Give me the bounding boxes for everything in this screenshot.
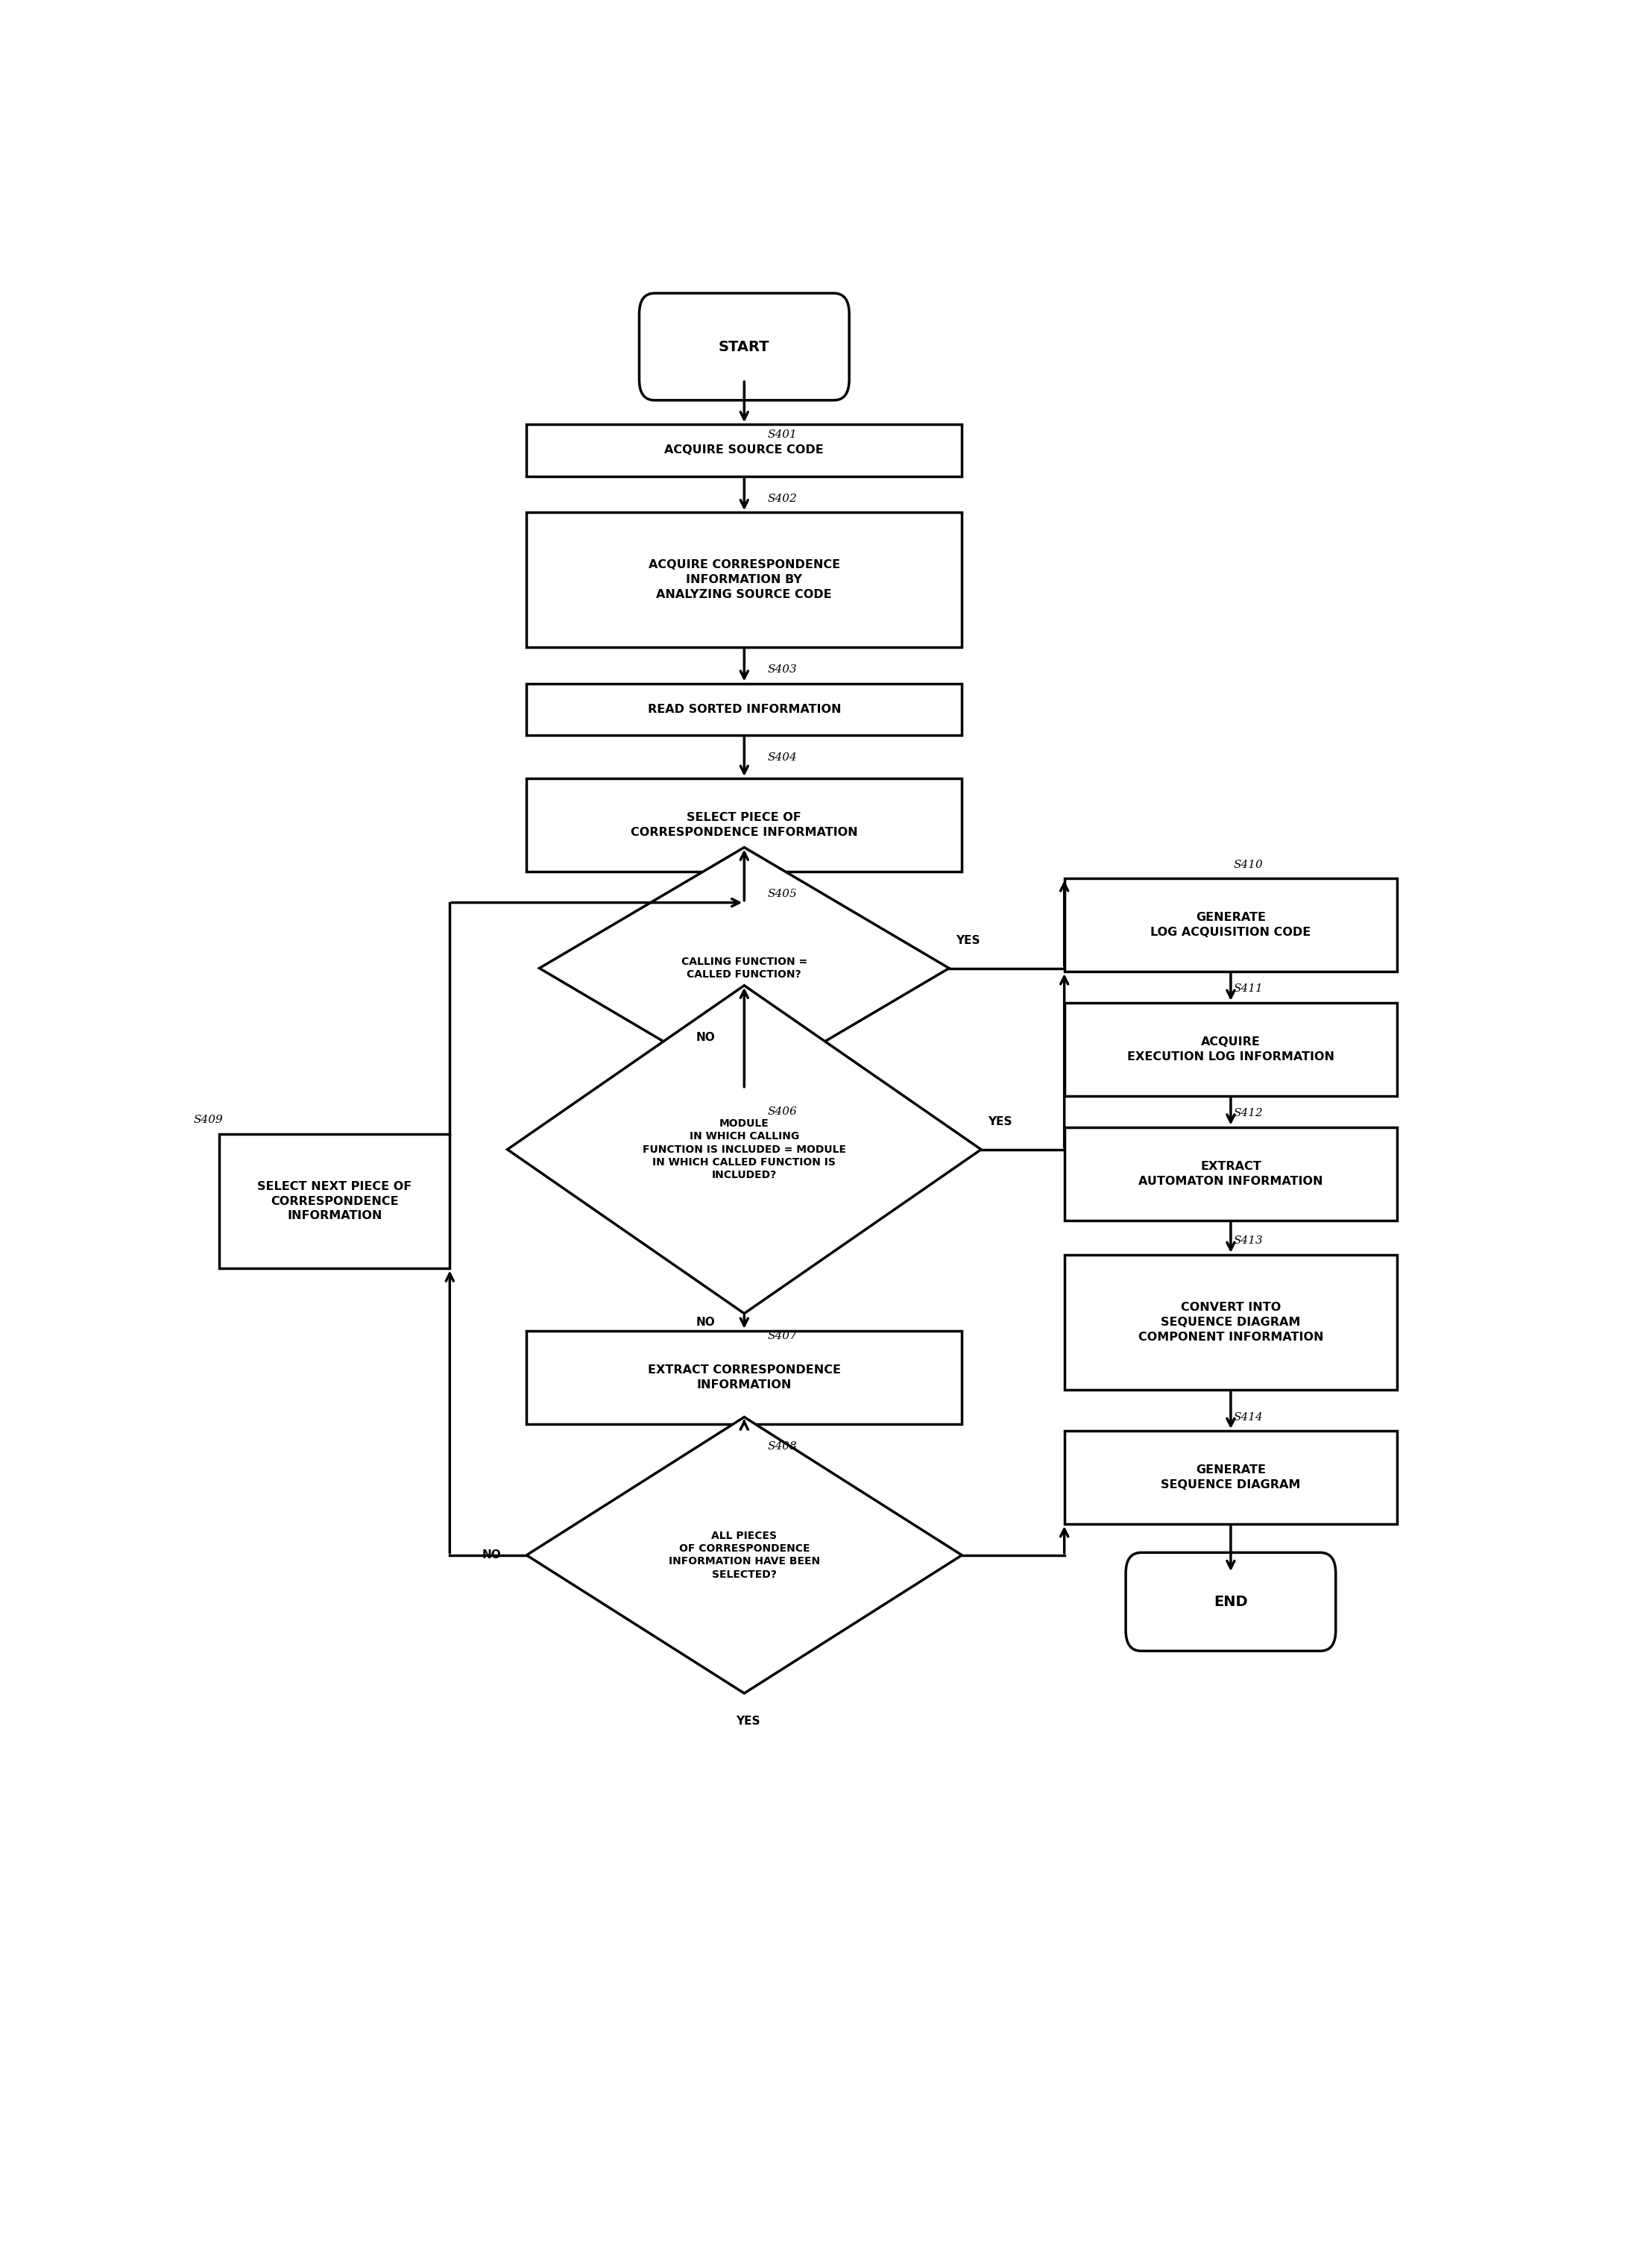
FancyBboxPatch shape [527, 684, 961, 735]
Text: S403: S403 [767, 664, 796, 675]
Text: CONVERT INTO
SEQUENCE DIAGRAM
COMPONENT INFORMATION: CONVERT INTO SEQUENCE DIAGRAM COMPONENT … [1138, 1303, 1323, 1343]
Text: END: END [1214, 1594, 1247, 1610]
Text: GENERATE
SEQUENCE DIAGRAM: GENERATE SEQUENCE DIAGRAM [1161, 1464, 1300, 1491]
Polygon shape [507, 986, 981, 1314]
Text: S402: S402 [767, 493, 796, 504]
Text: READ SORTED INFORMATION: READ SORTED INFORMATION [648, 704, 841, 715]
Text: YES: YES [955, 935, 980, 946]
Text: S407: S407 [767, 1332, 796, 1341]
Text: S414: S414 [1234, 1412, 1262, 1421]
Text: SELECT PIECE OF
CORRESPONDENCE INFORMATION: SELECT PIECE OF CORRESPONDENCE INFORMATI… [631, 812, 857, 839]
FancyBboxPatch shape [1064, 1128, 1398, 1220]
Text: ACQUIRE CORRESPONDENCE
INFORMATION BY
ANALYZING SOURCE CODE: ACQUIRE CORRESPONDENCE INFORMATION BY AN… [648, 560, 841, 601]
Text: YES: YES [735, 1715, 760, 1726]
Text: ALL PIECES
OF CORRESPONDENCE
INFORMATION HAVE BEEN
SELECTED?: ALL PIECES OF CORRESPONDENCE INFORMATION… [669, 1531, 819, 1581]
FancyBboxPatch shape [527, 424, 961, 475]
FancyBboxPatch shape [639, 294, 849, 401]
Text: S406: S406 [767, 1105, 796, 1117]
FancyBboxPatch shape [527, 1332, 961, 1424]
Text: GENERATE
LOG ACQUISITION CODE: GENERATE LOG ACQUISITION CODE [1150, 912, 1312, 937]
Text: NO: NO [695, 1316, 715, 1327]
Text: MODULE
IN WHICH CALLING
FUNCTION IS INCLUDED = MODULE
IN WHICH CALLED FUNCTION I: MODULE IN WHICH CALLING FUNCTION IS INCL… [643, 1119, 846, 1182]
Text: S401: S401 [767, 430, 796, 439]
FancyBboxPatch shape [527, 513, 961, 648]
FancyBboxPatch shape [1064, 1430, 1398, 1525]
FancyBboxPatch shape [1125, 1551, 1336, 1650]
Text: NO: NO [482, 1549, 501, 1560]
Text: NO: NO [695, 1031, 715, 1043]
Text: S412: S412 [1234, 1108, 1262, 1119]
Text: CALLING FUNCTION =
CALLED FUNCTION?: CALLING FUNCTION = CALLED FUNCTION? [681, 957, 808, 980]
Text: S409: S409 [193, 1114, 223, 1125]
Text: EXTRACT
AUTOMATON INFORMATION: EXTRACT AUTOMATON INFORMATION [1138, 1161, 1323, 1186]
Text: S410: S410 [1234, 859, 1262, 870]
Text: S405: S405 [767, 888, 796, 899]
FancyBboxPatch shape [220, 1134, 449, 1269]
Text: S411: S411 [1234, 984, 1262, 993]
Polygon shape [527, 1417, 961, 1693]
Text: START: START [719, 339, 770, 354]
Text: YES: YES [988, 1117, 1011, 1128]
Text: ACQUIRE SOURCE CODE: ACQUIRE SOURCE CODE [664, 444, 824, 455]
Text: ACQUIRE
EXECUTION LOG INFORMATION: ACQUIRE EXECUTION LOG INFORMATION [1127, 1036, 1335, 1063]
FancyBboxPatch shape [527, 778, 961, 872]
FancyBboxPatch shape [1064, 1002, 1398, 1096]
Text: S413: S413 [1234, 1235, 1262, 1247]
Text: SELECT NEXT PIECE OF
CORRESPONDENCE
INFORMATION: SELECT NEXT PIECE OF CORRESPONDENCE INFO… [258, 1182, 411, 1222]
FancyBboxPatch shape [1064, 1256, 1398, 1390]
Text: S408: S408 [767, 1442, 796, 1451]
Polygon shape [540, 847, 948, 1090]
FancyBboxPatch shape [1064, 879, 1398, 971]
Text: EXTRACT CORRESPONDENCE
INFORMATION: EXTRACT CORRESPONDENCE INFORMATION [648, 1365, 841, 1390]
Text: S404: S404 [767, 753, 796, 762]
